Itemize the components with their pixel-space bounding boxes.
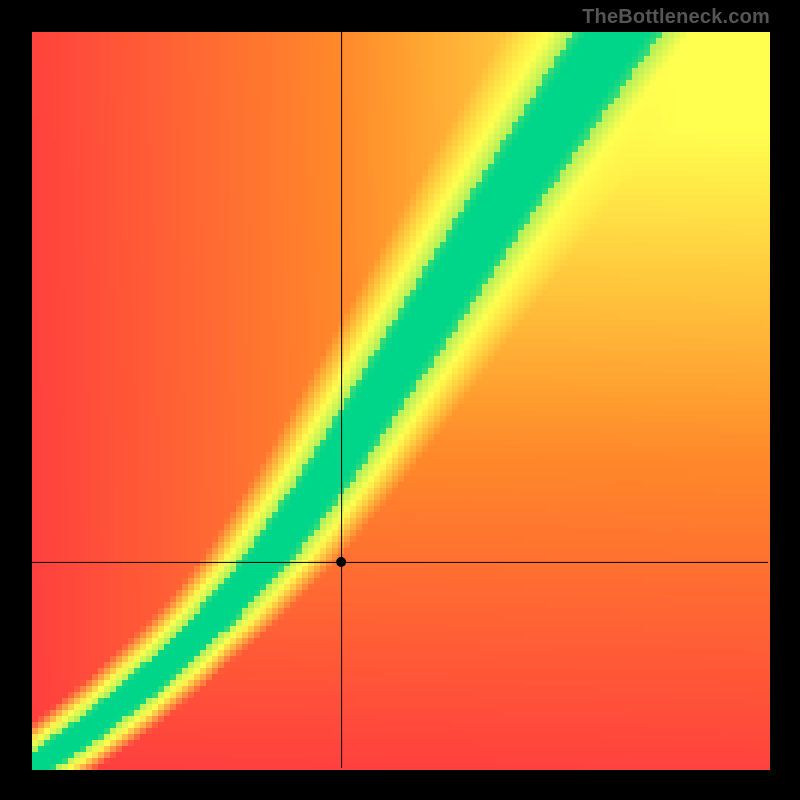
watermark-text: TheBottleneck.com <box>582 6 770 29</box>
chart-container: TheBottleneck.com <box>0 0 800 800</box>
bottleneck-heatmap <box>0 0 800 800</box>
